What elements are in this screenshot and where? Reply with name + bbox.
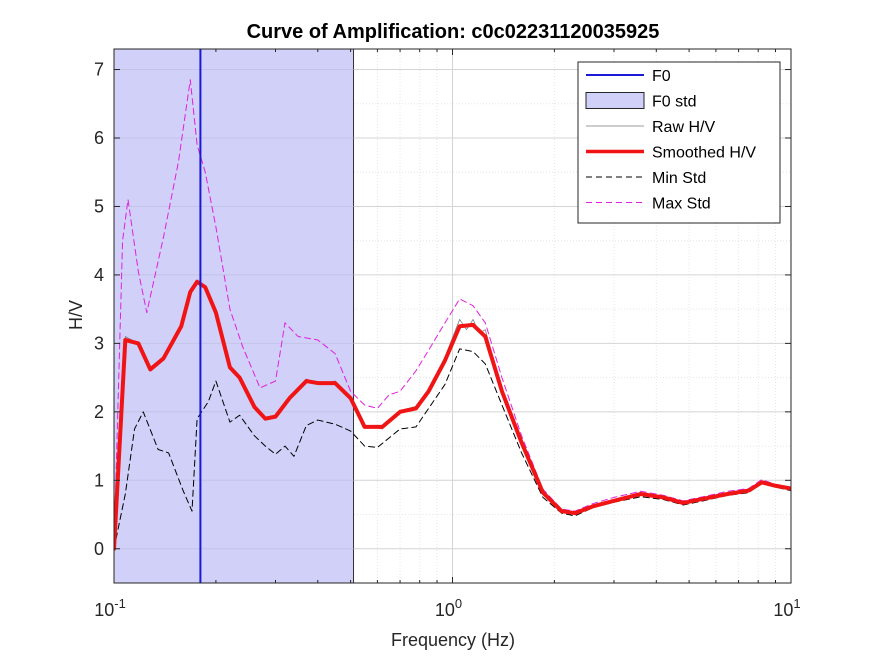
x-tick-base: 10 [773, 600, 793, 620]
series-line-min-std [114, 348, 791, 550]
series-line-max-std [114, 79, 791, 550]
y-tick-label: 5 [94, 196, 104, 216]
y-tick-label: 0 [94, 539, 104, 559]
x-tick-exponent: 0 [455, 596, 462, 611]
y-tick-label: 4 [94, 265, 104, 285]
y-tick-label: 7 [94, 60, 104, 80]
y-tick-label: 2 [94, 402, 104, 422]
x-tick-label: 10-1 [94, 596, 126, 620]
x-tick-exponent: 1 [793, 596, 800, 611]
y-tick-label: 6 [94, 128, 104, 148]
chart-title: Curve of Amplification: c0c0223112003592… [247, 21, 660, 43]
legend: F0 F0 std Raw H/V Smoothed H/V Min Std Max St… [577, 61, 781, 224]
x-tick-label: 101 [773, 596, 800, 620]
legend-label-max-std: Max Std [652, 196, 711, 213]
y-tick-label: 3 [94, 333, 104, 353]
legend-label-f0-std: F0 std [652, 94, 696, 111]
x-tick-exponent: -1 [114, 596, 126, 611]
x-tick-base: 10 [94, 600, 114, 620]
legend-label-min-std: Min Std [652, 170, 706, 187]
f0-std-band [114, 49, 354, 583]
legend-label-raw: Raw H/V [652, 119, 715, 136]
y-tick-label: 1 [94, 470, 104, 490]
x-axis-label: Frequency (Hz) [391, 630, 515, 650]
legend-swatch-f0-std [585, 92, 645, 109]
legend-label-smoothed: Smoothed H/V [652, 145, 756, 162]
grid-over-band [114, 69, 354, 550]
x-tick-base: 10 [435, 600, 455, 620]
legend-label-f0: F0 [652, 68, 671, 85]
x-tick-label: 100 [435, 596, 462, 620]
y-axis-label: H/V [66, 300, 86, 330]
legend-box [577, 61, 781, 224]
